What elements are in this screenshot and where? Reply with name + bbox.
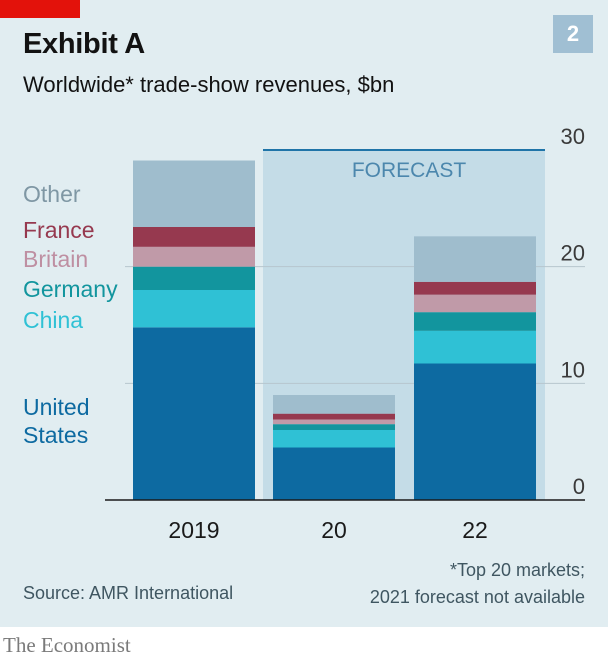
legend-china: China xyxy=(23,307,84,333)
bar-segment-britain xyxy=(414,294,536,313)
bar-segment-china xyxy=(273,430,395,448)
bar-segment-china xyxy=(133,290,255,328)
y-tick-label: 30 xyxy=(561,124,585,149)
bar-segment-germany xyxy=(414,312,536,331)
bar-segment-other xyxy=(133,160,255,227)
x-tick-label: 2019 xyxy=(168,517,219,543)
legend-united-states-line2: States xyxy=(23,422,89,448)
legend-britain: Britain xyxy=(23,246,89,272)
bar-segment-other xyxy=(273,395,395,414)
chart-subtitle: Worldwide* trade-show revenues, $bn xyxy=(23,72,395,97)
bar-segment-britain xyxy=(273,419,395,425)
legend-france: France xyxy=(23,217,95,243)
bar-segment-other xyxy=(414,236,536,282)
chart-title: Exhibit A xyxy=(23,28,145,60)
chart-number-badge: 2 xyxy=(553,15,593,53)
bar-segment-china xyxy=(414,330,536,364)
source-note: Source: AMR International xyxy=(23,583,234,603)
y-tick-label: 20 xyxy=(561,241,585,266)
bar-segment-france xyxy=(273,413,395,420)
economist-brand: The Economist xyxy=(3,633,131,657)
legend-united-states-line1: United xyxy=(23,394,90,420)
bar-segment-britain xyxy=(133,246,255,267)
legend-united-states: United States xyxy=(23,393,89,449)
bar-segment-united-states xyxy=(414,363,536,500)
bar-segment-france xyxy=(414,281,536,295)
y-tick-label: 0 xyxy=(573,474,585,499)
forecast-label: FORECAST xyxy=(352,159,467,182)
bar-segment-united-states xyxy=(273,447,395,500)
y-tick-label: 10 xyxy=(561,357,585,382)
legend-other: Other xyxy=(23,181,81,207)
x-tick-label: 22 xyxy=(462,517,488,543)
bar-segment-united-states xyxy=(133,327,255,500)
bar-segment-germany xyxy=(133,266,255,290)
footnote-line1: *Top 20 markets; xyxy=(449,560,585,580)
bar-segment-france xyxy=(133,227,255,247)
footnote: *Top 20 markets; 2021 forecast not avail… xyxy=(370,557,585,611)
legend-germany: Germany xyxy=(23,276,118,302)
bar-segment-germany xyxy=(273,424,395,430)
x-tick-label: 20 xyxy=(321,517,347,543)
brand-red-tag xyxy=(0,0,80,18)
footnote-line2: 2021 forecast not available xyxy=(369,587,585,607)
stacked-bar-chart: FORECAST 0 10 20 30 2019 20 22 xyxy=(105,124,585,543)
